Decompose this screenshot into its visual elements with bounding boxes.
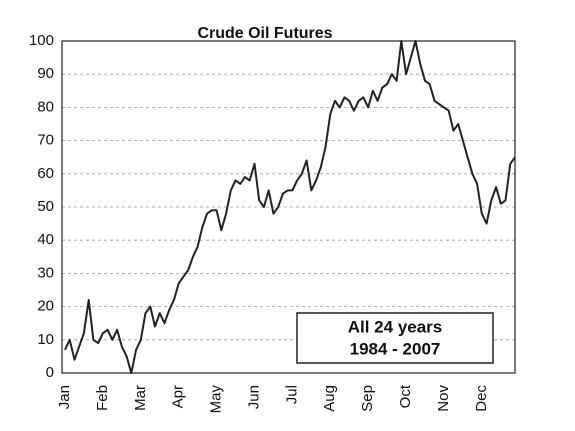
y-tick-label: 70	[37, 132, 54, 149]
y-tick-label: 100	[29, 32, 54, 49]
y-tick-label: 50	[37, 198, 54, 215]
annotation: 1984 - 2007	[350, 339, 441, 358]
annotation: All 24 years	[348, 317, 443, 336]
plot-frame	[61, 40, 516, 374]
chart-title: Crude Oil Futures	[197, 25, 332, 42]
y-tick-label: 30	[37, 264, 54, 281]
x-tick-label: May	[208, 385, 225, 414]
x-tick-label: Jun	[245, 385, 262, 409]
y-tick-label: 90	[37, 65, 54, 82]
x-tick-label: Apr	[170, 385, 187, 408]
y-tick-label: 60	[37, 165, 54, 182]
x-tick-label: Feb	[94, 385, 111, 411]
y-tick-label: 20	[37, 298, 54, 315]
x-tick-label: Nov	[435, 385, 452, 412]
x-tick-label: Sep	[359, 385, 376, 412]
x-tick-label: Jul	[283, 385, 300, 404]
x-tick-label: Jan	[56, 385, 73, 409]
y-tick-label: 40	[37, 231, 54, 248]
x-tick-label: Dec	[473, 385, 490, 412]
y-tick-label: 80	[37, 98, 54, 115]
y-tick-label: 10	[37, 331, 54, 348]
x-tick-label: Aug	[321, 385, 338, 412]
x-tick-label: Mar	[132, 385, 149, 411]
annotation-box	[296, 312, 494, 364]
line	[64, 40, 516, 374]
x-tick-label: Oct	[397, 384, 414, 408]
y-tick-label: 0	[46, 364, 54, 381]
